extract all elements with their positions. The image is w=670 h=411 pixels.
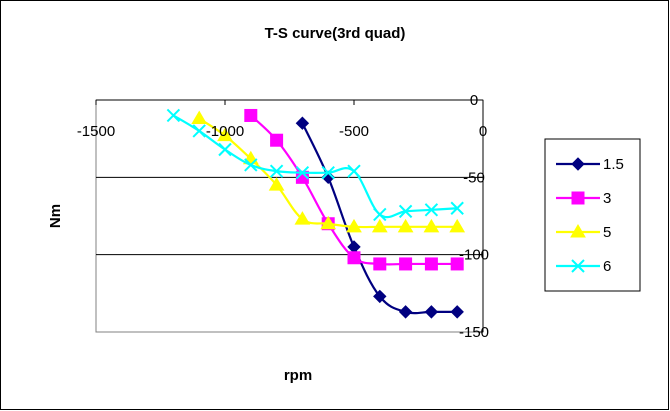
data-point	[320, 215, 337, 230]
legend-label: 1.5	[603, 156, 624, 173]
data-point	[295, 165, 310, 180]
series-6	[166, 108, 464, 222]
data-point	[371, 218, 388, 233]
plot-area	[95, 99, 484, 333]
data-point	[321, 165, 335, 180]
data-point	[450, 201, 464, 215]
data-point	[192, 124, 206, 138]
data-point	[347, 251, 361, 265]
legend-marker	[571, 259, 585, 273]
data-point	[397, 218, 414, 233]
data-point	[399, 257, 413, 271]
data-point	[346, 218, 362, 233]
data-point	[424, 257, 438, 271]
legend-items: 1.5 3 5 6	[556, 156, 624, 275]
data-point	[373, 207, 387, 222]
legend-item: 6	[556, 258, 611, 275]
chart-title: T-S curve(3rd quad)	[265, 25, 406, 42]
data-point	[294, 211, 311, 225]
y-tick-label: -150	[459, 324, 489, 341]
x-tick-label: -500	[339, 123, 369, 140]
x-axis-title: rpm	[284, 367, 312, 384]
data-point	[424, 305, 439, 319]
data-point	[191, 110, 208, 125]
y-tick-label: -100	[459, 247, 489, 264]
data-point	[270, 133, 284, 147]
y-axis-title: Nm	[47, 204, 64, 228]
data-point	[217, 127, 233, 142]
data-point	[166, 108, 181, 123]
data-point	[347, 164, 361, 178]
x-tick-label: -1000	[206, 123, 244, 140]
legend-item: 5	[556, 224, 611, 241]
legend-marker	[570, 224, 586, 238]
data-point	[450, 257, 464, 271]
x-tick-label: -1500	[77, 123, 115, 140]
legend-label: 5	[603, 224, 611, 241]
data-point	[218, 142, 232, 157]
legend-label: 6	[603, 258, 611, 275]
data-point	[423, 218, 440, 233]
data-point	[295, 116, 310, 130]
gridlines	[96, 176, 483, 256]
legend-item: 1.5	[556, 156, 624, 173]
data-point	[269, 164, 284, 178]
data-point	[450, 305, 464, 319]
legend: 1.5 3 5 6	[544, 138, 641, 292]
data-point	[449, 218, 466, 233]
y-tick-label: -50	[463, 169, 485, 186]
data-point	[424, 203, 439, 217]
series-layer	[166, 108, 466, 319]
data-point	[398, 305, 413, 319]
data-point	[398, 204, 413, 219]
legend-label: 3	[603, 190, 611, 207]
data-point	[268, 177, 285, 191]
data-point	[244, 108, 258, 122]
legend-marker	[571, 191, 585, 205]
data-point	[244, 158, 258, 172]
y-tick-label: 0	[470, 92, 478, 109]
data-point	[373, 257, 387, 271]
data-point	[373, 289, 387, 304]
x-tick-label: 0	[479, 123, 487, 140]
axis-ticks: -1500 -1000 -500 00 -50 -100 -150	[77, 92, 489, 341]
legend-box	[544, 138, 641, 292]
legend-item: 3	[556, 190, 611, 207]
legend-marker	[571, 157, 585, 171]
